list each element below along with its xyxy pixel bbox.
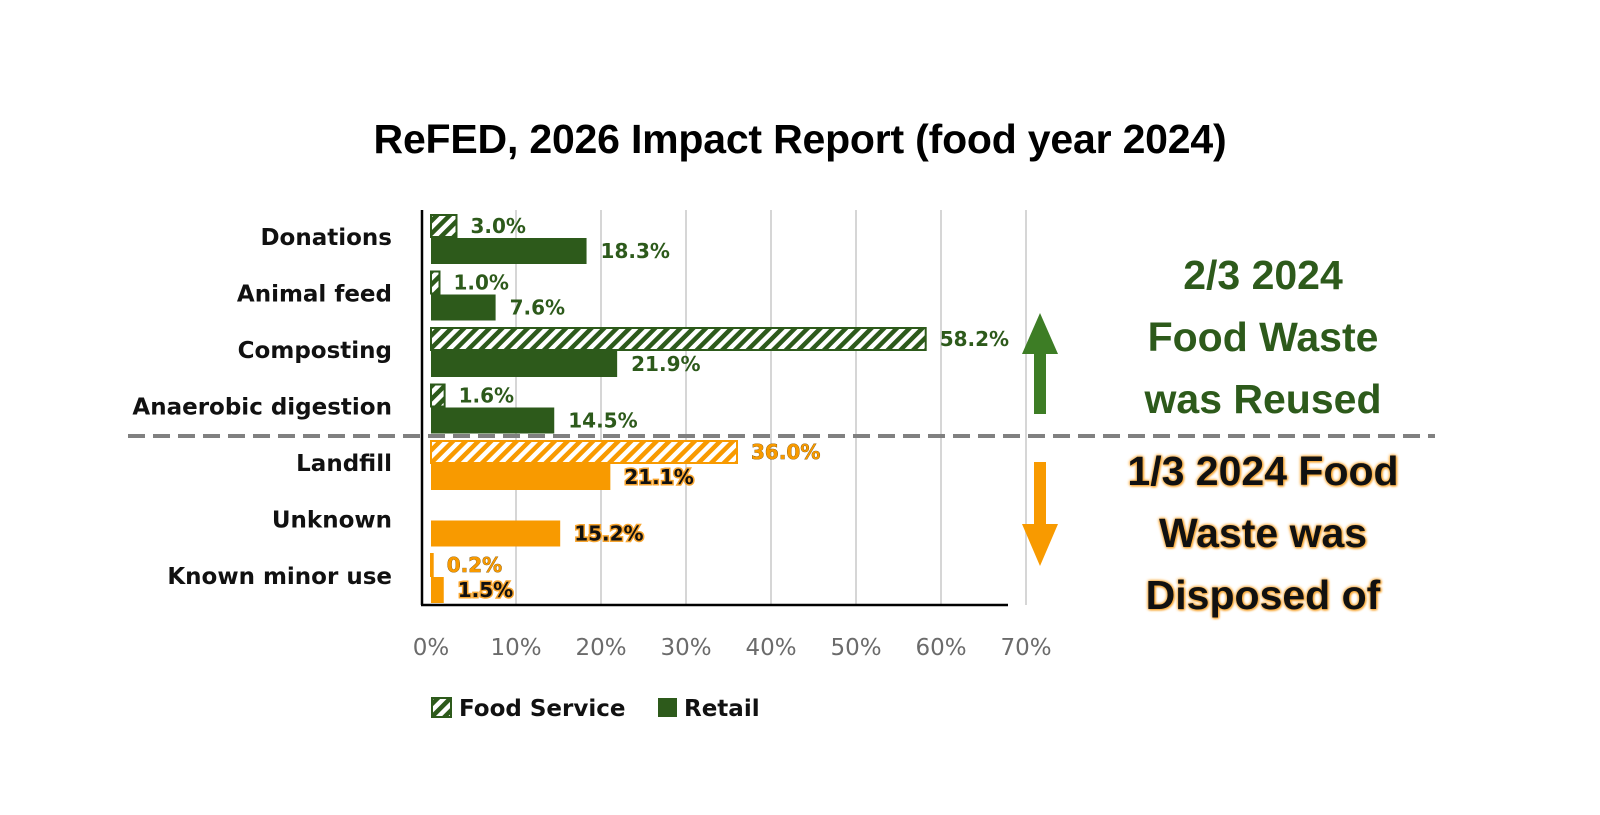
category-label: Unknown — [272, 508, 392, 534]
data-label-food-service: 58.2% — [940, 327, 1009, 351]
bar-retail — [431, 520, 561, 547]
data-label-food-service: 1.0% — [454, 271, 509, 295]
x-tick-label: 10% — [490, 635, 541, 661]
x-tick-labels: 0% 10% 20% 30% 40% 50% 60% 70% — [413, 635, 1052, 661]
x-tick-label: 50% — [830, 635, 881, 661]
data-label-retail: 1.5% — [458, 578, 513, 602]
callout-disposed-line-3: Disposed of — [1145, 572, 1381, 618]
bar-food-service — [430, 553, 434, 577]
data-label-retail: 14.5% — [568, 409, 637, 433]
callout-reused-line-1: 2/3 2024 — [1183, 252, 1343, 298]
bar-retail — [431, 577, 444, 603]
data-label-food-service: 3.0% — [471, 214, 526, 238]
legend-food-service-label: Food Service — [459, 696, 625, 722]
category-label: Anaerobic digestion — [132, 395, 392, 421]
legend-food-service-swatch — [431, 697, 452, 718]
arrow-up-icon — [1022, 313, 1058, 414]
bar-food-service — [430, 327, 927, 351]
data-label-retail: 7.6% — [510, 296, 565, 320]
data-label-retail: 15.2% — [574, 522, 643, 546]
data-labels: 3.0% 18.3% 1.0%7.6% 58.2% 21.9% 1.6% 14.5% 36.0… — [446, 214, 1009, 604]
category-label: Composting — [238, 338, 392, 364]
bar-food-service — [430, 214, 458, 238]
data-label-retail: 21.1% — [624, 465, 693, 489]
data-label-food-service: 36.0% — [751, 440, 820, 464]
x-tick-label: 60% — [915, 635, 966, 661]
bar-food-service — [430, 440, 738, 464]
legend: Food Service Retail — [431, 696, 760, 722]
bar-food-service — [430, 383, 446, 408]
category-label: Landfill — [296, 451, 392, 477]
bar-retail — [431, 464, 611, 490]
bar-retail — [431, 407, 555, 434]
bars — [430, 214, 927, 603]
callout-reused-line-3: was Reused — [1144, 376, 1382, 422]
data-label-food-service: 0.2% — [447, 553, 502, 577]
category-labels: Donations Animal feed Composting Anaerobic … — [132, 225, 392, 590]
bar-food-service — [430, 270, 441, 295]
axes — [420, 210, 1008, 607]
callout-disposed-line-2: Waste was — [1158, 510, 1368, 556]
x-tick-label: 40% — [745, 635, 796, 661]
x-tick-label: 0% — [413, 635, 450, 661]
data-label-retail: 21.9% — [631, 352, 700, 376]
x-tick-label: 20% — [575, 635, 626, 661]
category-label: Animal feed — [237, 282, 392, 308]
legend-retail-label: Retail — [684, 696, 760, 722]
chart-title: ReFED, 2026 Impact Report (food year 202… — [373, 116, 1227, 162]
gridlines — [515, 210, 1027, 605]
bar-retail — [431, 294, 496, 321]
callout-disposed-line-1: 1/3 2024 Food — [1127, 448, 1399, 494]
x-tick-label: 70% — [1000, 635, 1051, 661]
x-tick-label: 30% — [660, 635, 711, 661]
category-label: Known minor use — [167, 564, 392, 590]
bar-retail — [431, 238, 587, 264]
legend-retail-swatch — [658, 698, 677, 717]
arrow-down-icon — [1022, 462, 1058, 566]
data-label-retail: 18.3% — [601, 239, 670, 263]
arrows — [1022, 313, 1058, 566]
bar-retail — [431, 351, 618, 377]
callout-reused: 2/3 2024 Food Waste was Reused — [1098, 244, 1428, 430]
callout-disposed: 1/3 2024 Food Waste was Disposed of — [1078, 440, 1448, 626]
category-label: Donations — [260, 225, 392, 251]
callout-reused-line-2: Food Waste — [1147, 314, 1379, 360]
data-label-food-service: 1.6% — [459, 384, 514, 408]
